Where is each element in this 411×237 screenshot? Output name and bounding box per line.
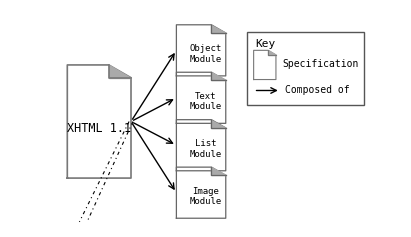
Polygon shape [268, 50, 276, 55]
Polygon shape [176, 120, 226, 171]
Bar [247, 32, 363, 105]
Polygon shape [211, 167, 226, 175]
Polygon shape [176, 167, 226, 218]
Text: List
Module: List Module [190, 139, 222, 159]
Polygon shape [67, 65, 131, 178]
Polygon shape [109, 65, 131, 78]
Polygon shape [176, 25, 226, 76]
Polygon shape [211, 25, 226, 33]
Text: Text
Module: Text Module [190, 92, 222, 111]
Text: Key: Key [255, 39, 275, 49]
Text: Composed of: Composed of [285, 86, 349, 96]
Polygon shape [211, 120, 226, 128]
Text: Object
Module: Object Module [190, 44, 222, 64]
Polygon shape [176, 72, 226, 123]
Polygon shape [254, 50, 276, 80]
Text: Specification: Specification [282, 59, 359, 69]
Text: XHTML 1.1: XHTML 1.1 [67, 122, 131, 135]
Polygon shape [211, 72, 226, 80]
Text: Image
Module: Image Module [190, 187, 222, 206]
